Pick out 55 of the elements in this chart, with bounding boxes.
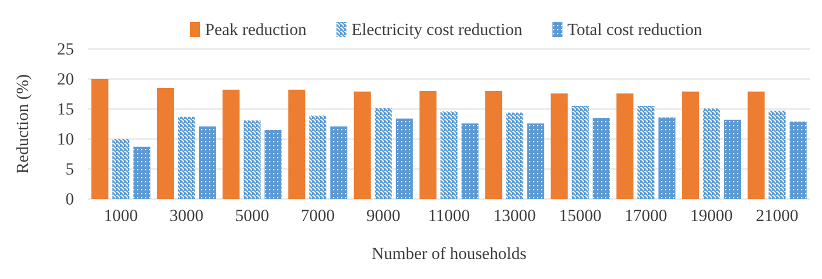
bar xyxy=(396,118,413,199)
bar xyxy=(264,130,282,199)
bar xyxy=(658,117,676,199)
bar xyxy=(485,91,502,199)
bar xyxy=(374,108,392,199)
bar xyxy=(112,139,130,199)
bar xyxy=(527,123,544,199)
x-tick-label: 1000 xyxy=(104,206,138,226)
bar xyxy=(222,90,240,199)
x-tick-label: 11000 xyxy=(428,206,470,226)
y-tick-label: 0 xyxy=(66,189,74,208)
bar xyxy=(133,146,150,199)
x-tick-label: 5000 xyxy=(235,206,270,226)
bar xyxy=(506,112,524,199)
legend-label: Total cost reduction xyxy=(567,20,703,39)
bar xyxy=(572,106,589,199)
y-tick-label: 20 xyxy=(57,69,74,88)
x-axis-title: Number of households xyxy=(372,244,526,263)
bar xyxy=(724,120,742,199)
bar xyxy=(682,92,700,199)
y-tick-label: 25 xyxy=(57,39,74,58)
x-tick-label: 17000 xyxy=(624,206,668,226)
y-tick-label: 5 xyxy=(66,159,74,178)
bar xyxy=(91,79,108,199)
bar xyxy=(637,106,654,199)
x-tick-label: 15000 xyxy=(559,206,602,226)
bar xyxy=(592,118,610,199)
bar xyxy=(550,93,568,199)
bar xyxy=(420,91,436,199)
x-tick-label: 13000 xyxy=(493,206,536,226)
x-tick-label: 7000 xyxy=(300,206,335,226)
bar xyxy=(616,93,634,199)
bar xyxy=(462,123,478,199)
y-tick-label: 15 xyxy=(57,99,74,118)
bar xyxy=(288,90,306,199)
bar xyxy=(354,92,371,199)
bar xyxy=(790,122,807,199)
bar xyxy=(748,92,765,199)
bar xyxy=(330,126,348,199)
bar xyxy=(198,126,216,199)
x-tick-label: 9000 xyxy=(366,206,400,226)
bar xyxy=(156,88,174,199)
bar xyxy=(768,110,786,199)
x-tick-label: 19000 xyxy=(690,206,733,226)
bar xyxy=(309,116,326,199)
x-tick-label: 3000 xyxy=(169,206,204,226)
y-axis-title: Reduction (%) xyxy=(13,74,32,174)
bar xyxy=(244,120,261,199)
y-tick-label: 10 xyxy=(57,129,74,148)
bar xyxy=(178,116,195,199)
x-tick-label: 21000 xyxy=(756,206,798,226)
legend-label: Electricity cost reduction xyxy=(352,20,523,39)
bar xyxy=(440,111,458,199)
legend-label: Peak reduction xyxy=(205,20,307,39)
bar xyxy=(703,108,720,199)
